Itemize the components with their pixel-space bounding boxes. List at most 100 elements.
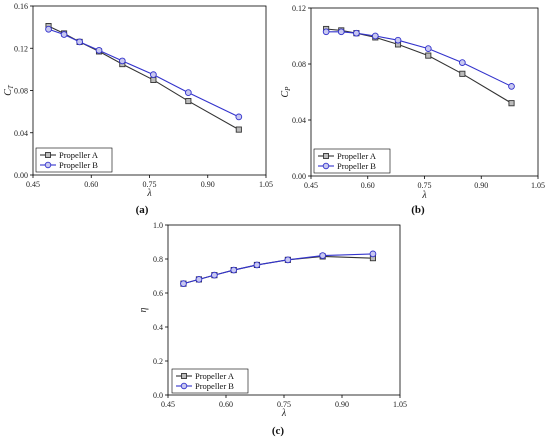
chart-panel-3: 0.45 0.60 0.75 0.90 1.05 0.0 0.2 0.4 0.6 0.8 1.0 λ η… bbox=[138, 221, 407, 437]
legend-marker-circle bbox=[180, 382, 188, 390]
chart-panel-1: 0.45 0.60 0.75 0.90 1.05 0.00 0.04 0.08 0.12 0.16… bbox=[3, 2, 273, 216]
series-propeller-a bbox=[323, 25, 515, 107]
x-tick-label: 0.45 bbox=[26, 180, 40, 189]
data-point-circle bbox=[45, 25, 52, 33]
x-tick-label: 0.45 bbox=[161, 400, 175, 409]
data-point-circle bbox=[230, 266, 238, 274]
x-tick-label: 0.60 bbox=[219, 400, 233, 409]
data-point-square bbox=[185, 98, 192, 105]
x-tick-label: 0.75 bbox=[418, 181, 432, 190]
data-point-circle bbox=[76, 38, 83, 46]
data-point-circle bbox=[184, 89, 192, 96]
y-tick-label: 1.0 bbox=[153, 221, 163, 230]
series-line bbox=[183, 253, 373, 285]
y-axis-label-sub: P bbox=[284, 86, 292, 92]
x-axis-label: λ bbox=[146, 188, 152, 199]
x-tick-label: 0.90 bbox=[201, 180, 215, 189]
data-point-circle bbox=[371, 32, 379, 40]
x-tick-label: 0.75 bbox=[277, 400, 291, 409]
y-tick-label: 0.2 bbox=[153, 357, 163, 366]
data-point-circle bbox=[284, 256, 292, 264]
legend-label: Propeller A bbox=[337, 151, 377, 161]
data-point-square bbox=[150, 76, 157, 83]
data-point-circle bbox=[211, 271, 218, 279]
data-point-circle bbox=[235, 113, 243, 121]
series-line bbox=[183, 255, 373, 285]
data-point-circle bbox=[322, 28, 330, 36]
data-point-square bbox=[508, 100, 515, 107]
y-tick-label: 0.16 bbox=[14, 2, 28, 11]
y-tick-label: 0.12 bbox=[14, 44, 28, 53]
x-tick-label: 0.60 bbox=[84, 180, 98, 189]
data-point-circle bbox=[369, 250, 377, 258]
y-axis-label: CT bbox=[3, 84, 15, 96]
y-tick-label: 0.4 bbox=[153, 323, 163, 332]
series-propeller-b bbox=[180, 250, 377, 288]
y-tick-label: 0.0 bbox=[153, 391, 163, 400]
data-point-circle bbox=[95, 47, 103, 54]
x-tick-label: 0.90 bbox=[335, 400, 349, 409]
legend-marker-circle bbox=[44, 161, 52, 169]
series-line bbox=[326, 28, 512, 104]
series-line bbox=[326, 31, 512, 87]
y-axis-label-main: C bbox=[3, 89, 14, 96]
data-point-circle bbox=[118, 57, 126, 65]
y-tick-label: 0.04 bbox=[14, 129, 28, 138]
data-point-circle bbox=[508, 83, 515, 90]
legend-marker-square bbox=[323, 153, 329, 159]
legend-label: Propeller A bbox=[59, 150, 99, 160]
x-axis-label: λ bbox=[281, 408, 287, 419]
data-point-square bbox=[459, 70, 466, 77]
data-point-circle bbox=[458, 59, 466, 66]
y-tick-label: 0.8 bbox=[153, 255, 163, 264]
legend-label: Propeller B bbox=[59, 160, 98, 170]
data-point-circle bbox=[424, 45, 432, 52]
legend-marker-square bbox=[181, 373, 187, 379]
data-point-square bbox=[425, 52, 432, 59]
data-point-square bbox=[235, 126, 242, 133]
x-tick-label: 1.05 bbox=[259, 180, 273, 189]
x-tick-label: 1.05 bbox=[393, 400, 407, 409]
data-point-circle bbox=[253, 261, 261, 269]
y-axis-label-main: η bbox=[138, 307, 149, 312]
data-point-circle bbox=[195, 276, 203, 283]
panel-label: (c) bbox=[272, 425, 285, 437]
legend-label: Propeller B bbox=[337, 161, 376, 171]
y-axis-label-sub: T bbox=[7, 84, 15, 89]
data-point-circle bbox=[150, 71, 157, 79]
x-tick-label: 0.60 bbox=[361, 181, 375, 190]
x-tick-label: 0.45 bbox=[304, 181, 318, 190]
y-tick-label: 0.00 bbox=[14, 171, 28, 180]
legend-marker-circle bbox=[322, 162, 330, 170]
y-tick-label: 0.12 bbox=[292, 4, 306, 13]
y-tick-label: 0.08 bbox=[14, 87, 28, 96]
data-point-circle bbox=[60, 31, 68, 38]
y-tick-label: 0.6 bbox=[153, 289, 163, 298]
x-tick-label: 0.75 bbox=[143, 180, 157, 189]
data-point-circle bbox=[337, 28, 345, 36]
panel-label: (a) bbox=[136, 204, 149, 216]
y-axis-label-main: C bbox=[280, 90, 291, 97]
series-propeller-b bbox=[45, 25, 243, 121]
x-axis-label: λ bbox=[421, 190, 427, 201]
series-propeller-b bbox=[322, 28, 515, 90]
data-point-circle bbox=[319, 252, 327, 259]
legend-marker-square bbox=[45, 152, 51, 158]
legend-label: Propeller A bbox=[195, 371, 235, 381]
panel-label: (b) bbox=[411, 204, 425, 216]
data-point-circle bbox=[180, 280, 187, 288]
y-tick-label: 0.04 bbox=[292, 116, 306, 125]
legend-label: Propeller B bbox=[195, 381, 234, 391]
x-tick-label: 0.90 bbox=[474, 181, 488, 190]
chart-panel-2: 0.45 0.60 0.75 0.90 1.050.000.040.080.12λCPP… bbox=[280, 4, 545, 216]
data-point-circle bbox=[394, 36, 402, 44]
data-point-circle bbox=[353, 29, 360, 37]
y-tick-label: 0.00 bbox=[292, 172, 306, 181]
y-axis-label: CP bbox=[280, 86, 292, 98]
x-tick-label: 1.05 bbox=[531, 181, 545, 190]
series-propeller-a bbox=[180, 253, 376, 287]
